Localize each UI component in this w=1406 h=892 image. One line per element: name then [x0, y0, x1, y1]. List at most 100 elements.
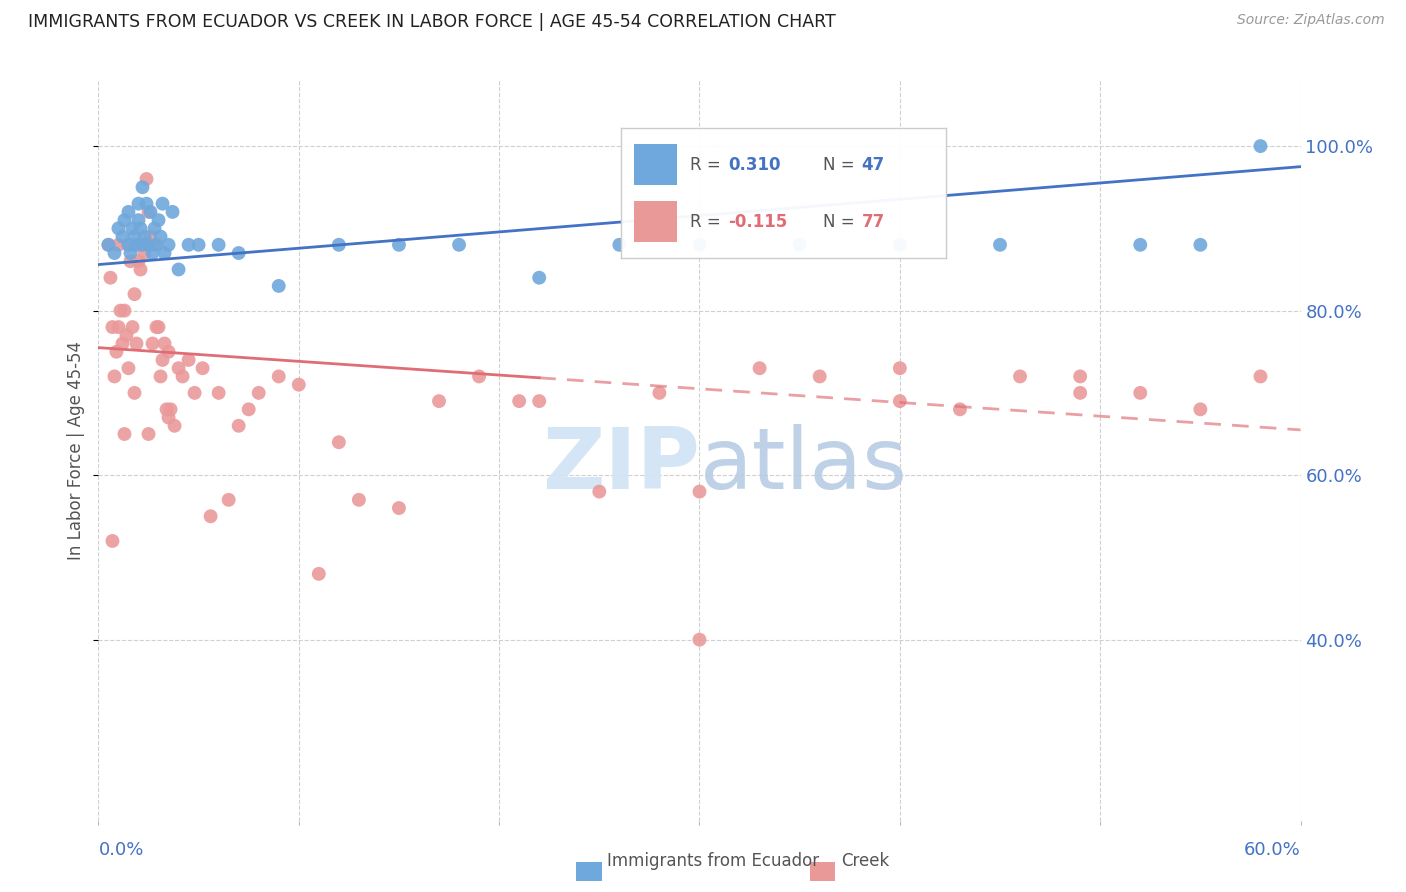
Point: [427, 394, 450, 409]
Text: IMMIGRANTS FROM ECUADOR VS CREEK IN LABOR FORCE | AGE 45-54 CORRELATION CHART: IMMIGRANTS FROM ECUADOR VS CREEK IN LABO…: [28, 13, 837, 31]
Point: [103, 246, 125, 260]
Point: [157, 410, 180, 425]
Text: 60.0%: 60.0%: [1244, 841, 1301, 859]
Text: Source: ZipAtlas.com: Source: ZipAtlas.com: [1237, 13, 1385, 28]
Point: [145, 320, 167, 334]
Point: [347, 492, 370, 507]
Point: [117, 205, 139, 219]
Point: [228, 246, 250, 260]
Point: [128, 213, 150, 227]
Text: 0.0%: 0.0%: [98, 841, 143, 859]
Point: [107, 221, 129, 235]
Point: [609, 237, 631, 252]
Point: [689, 484, 711, 499]
Point: [153, 336, 176, 351]
Point: [110, 303, 132, 318]
Point: [177, 237, 200, 252]
Point: [308, 566, 330, 581]
Point: [101, 533, 124, 548]
Point: [1069, 385, 1091, 400]
Point: [141, 336, 163, 351]
Y-axis label: In Labor Force | Age 45-54: In Labor Force | Age 45-54: [67, 341, 86, 560]
Point: [808, 369, 831, 384]
Point: [134, 229, 156, 244]
Point: [1069, 369, 1091, 384]
Point: [121, 221, 143, 235]
Point: [159, 402, 181, 417]
Text: Immigrants from Ecuador: Immigrants from Ecuador: [607, 852, 820, 870]
Point: [187, 237, 209, 252]
Point: [1129, 237, 1152, 252]
Point: [103, 369, 125, 384]
Text: Creek: Creek: [841, 852, 889, 870]
Text: ZIP: ZIP: [541, 424, 700, 507]
Point: [138, 237, 160, 252]
Point: [789, 237, 811, 252]
Point: [468, 369, 491, 384]
Point: [117, 361, 139, 376]
Point: [148, 320, 170, 334]
Point: [447, 237, 470, 252]
Text: atlas: atlas: [700, 424, 907, 507]
Point: [129, 221, 152, 235]
Point: [267, 279, 290, 293]
Point: [152, 196, 174, 211]
Point: [228, 418, 250, 433]
Point: [120, 254, 142, 268]
Point: [208, 237, 231, 252]
Point: [143, 221, 166, 235]
Point: [648, 385, 671, 400]
Point: [247, 385, 270, 400]
Point: [124, 237, 146, 252]
Point: [889, 361, 911, 376]
Point: [111, 336, 134, 351]
Point: [153, 246, 176, 260]
Point: [889, 237, 911, 252]
Point: [218, 492, 240, 507]
Point: [138, 427, 160, 442]
Point: [889, 394, 911, 409]
Point: [131, 237, 153, 252]
Point: [138, 205, 160, 219]
Point: [115, 328, 138, 343]
Point: [155, 402, 177, 417]
Point: [124, 287, 146, 301]
Point: [143, 237, 166, 252]
Point: [134, 246, 156, 260]
Point: [131, 237, 153, 252]
Point: [139, 229, 162, 244]
Point: [949, 402, 972, 417]
Point: [149, 229, 172, 244]
Point: [1010, 369, 1032, 384]
Point: [101, 320, 124, 334]
Point: [145, 237, 167, 252]
Point: [267, 369, 290, 384]
Point: [508, 394, 530, 409]
Point: [177, 353, 200, 368]
Point: [183, 385, 205, 400]
Point: [114, 427, 136, 442]
Point: [139, 205, 162, 219]
Point: [111, 229, 134, 244]
Point: [689, 632, 711, 647]
Point: [114, 303, 136, 318]
Point: [97, 237, 120, 252]
Point: [988, 237, 1011, 252]
Point: [107, 237, 129, 252]
Point: [388, 237, 411, 252]
Point: [97, 237, 120, 252]
Point: [149, 369, 172, 384]
Point: [157, 237, 180, 252]
Point: [135, 172, 157, 186]
Point: [288, 377, 311, 392]
Point: [588, 484, 610, 499]
Point: [100, 270, 122, 285]
Point: [152, 353, 174, 368]
Point: [121, 320, 143, 334]
Point: [191, 361, 214, 376]
Point: [167, 361, 190, 376]
Point: [117, 237, 139, 252]
Point: [1189, 237, 1212, 252]
Point: [117, 237, 139, 252]
Point: [124, 385, 146, 400]
